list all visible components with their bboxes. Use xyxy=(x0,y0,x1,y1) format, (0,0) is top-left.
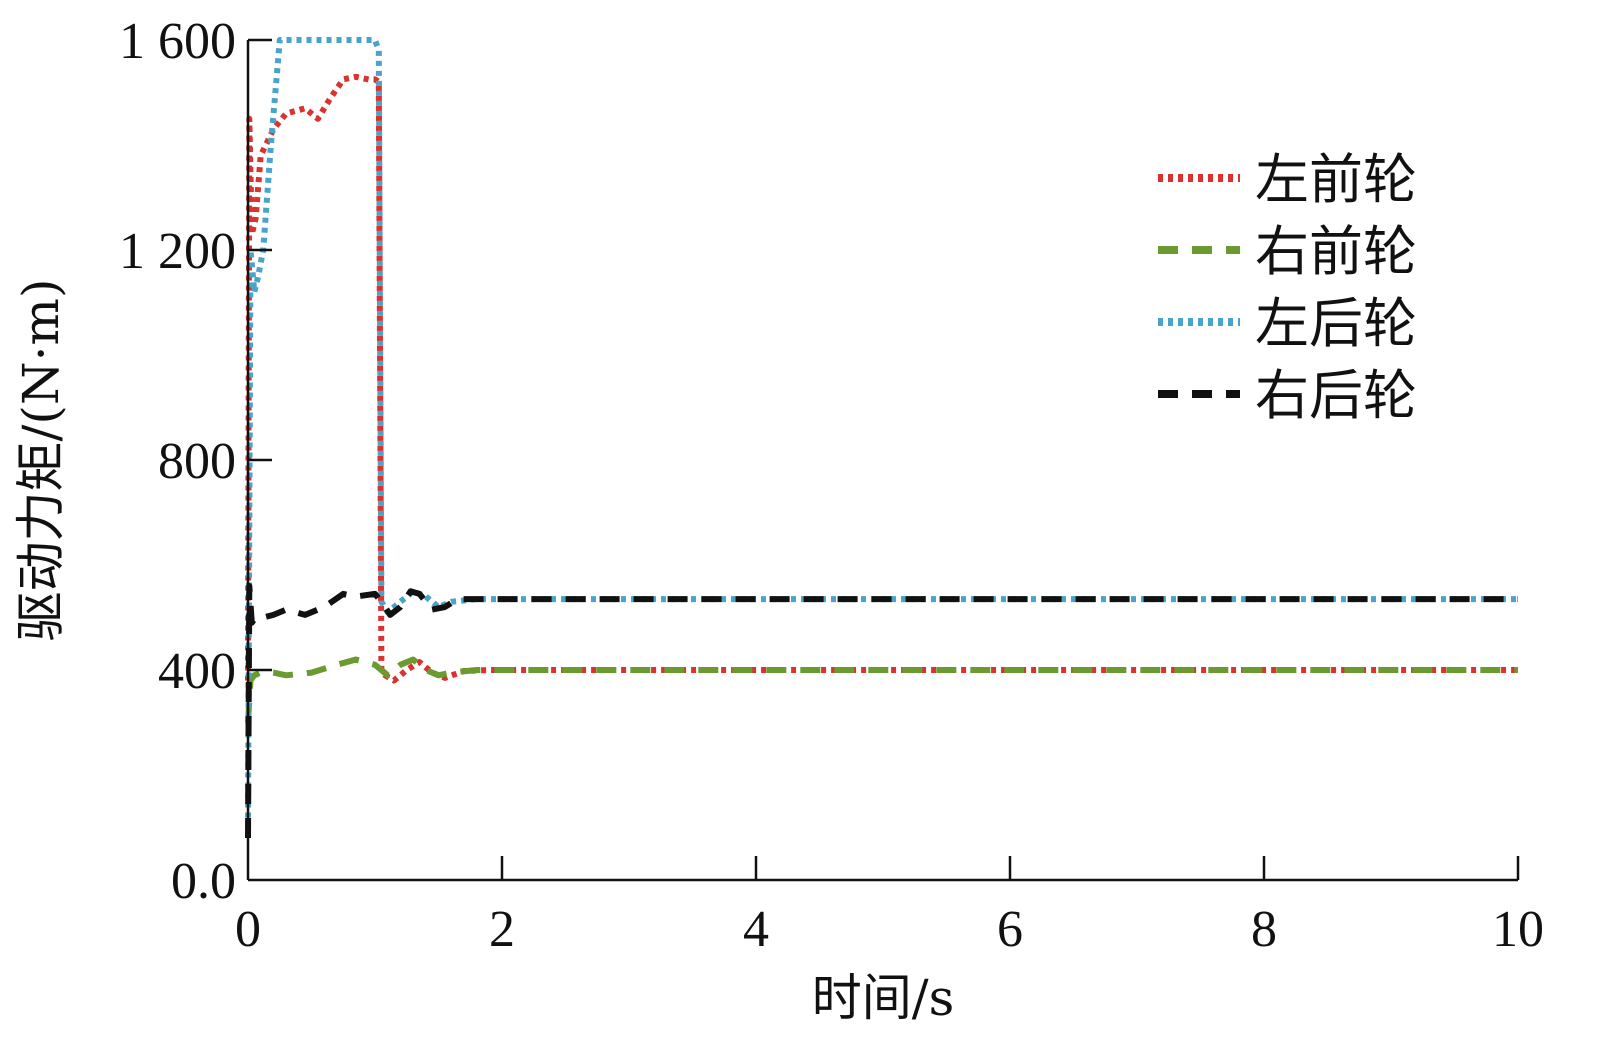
x-tick-label: 6 xyxy=(997,901,1023,958)
series-line xyxy=(245,583,1518,839)
y-tick-label: 1 600 xyxy=(119,13,236,70)
ticks: 0 2 4 6 8 10 0.0 400 800 1 200 1 600 xyxy=(119,13,1544,958)
x-tick-label: 2 xyxy=(489,901,515,958)
x-tick-label: 4 xyxy=(743,901,769,958)
legend-label: 右后轮 xyxy=(1255,364,1417,427)
legend-label: 左后轮 xyxy=(1255,292,1417,355)
legend-label: 左前轮 xyxy=(1255,148,1417,211)
y-tick-label: 400 xyxy=(158,643,236,700)
y-tick-label: 1 200 xyxy=(119,223,236,280)
legend-label: 右前轮 xyxy=(1255,220,1417,283)
series-line xyxy=(245,656,1518,723)
y-tick-label: 800 xyxy=(158,433,236,490)
x-tick-label: 0 xyxy=(235,901,261,958)
x-tick-label: 10 xyxy=(1492,901,1544,958)
x-axis-title: 时间/s xyxy=(812,969,955,1027)
y-tick-label: 0.0 xyxy=(171,853,236,910)
x-tick-label: 8 xyxy=(1251,901,1277,958)
y-axis-title: 驱动力矩/(N·m) xyxy=(12,279,70,642)
